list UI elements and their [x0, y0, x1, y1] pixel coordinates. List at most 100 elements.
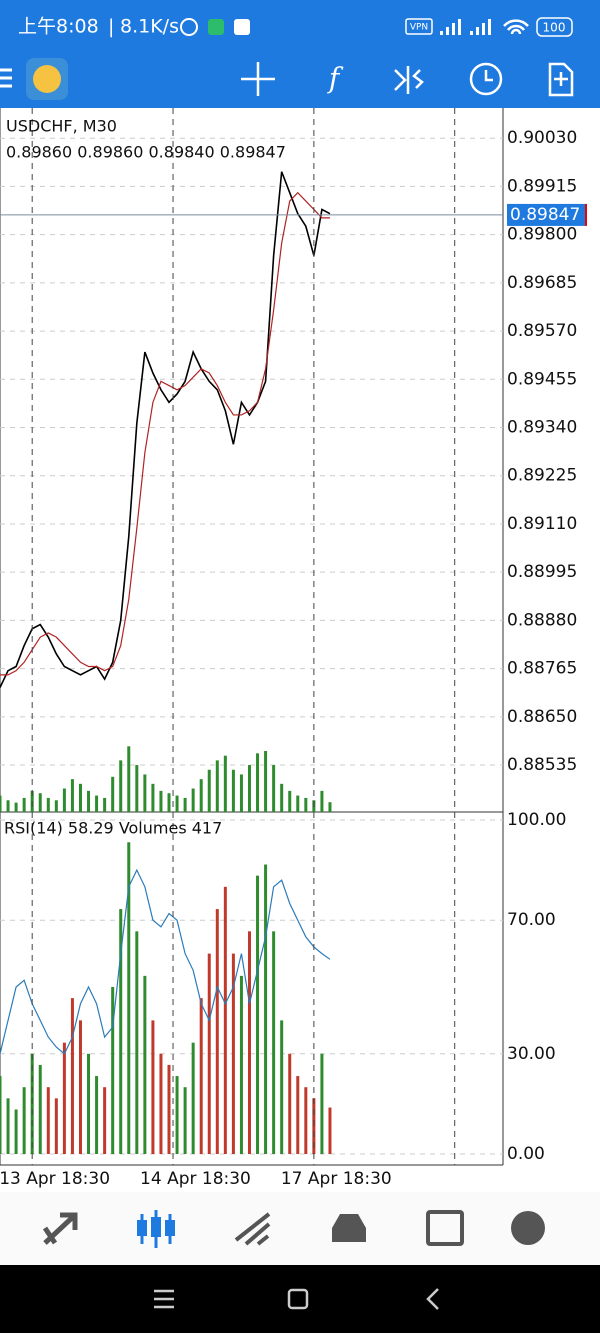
status-sep: |	[108, 16, 114, 38]
rsi-title: RSI(14) 58.29 Volumes 417	[4, 819, 222, 838]
volume-bar	[231, 953, 235, 1154]
volume-bar	[199, 998, 203, 1154]
ohlc-values: 0.89860 0.89860 0.89840 0.89847	[6, 143, 286, 162]
volume-bar	[247, 931, 251, 1154]
volume-bar	[6, 1098, 10, 1154]
volume-bar	[191, 788, 195, 812]
sys-menu[interactable]	[154, 1289, 174, 1309]
vpn-box	[405, 18, 433, 35]
volume-bar	[87, 1053, 91, 1154]
x-tick-label: 14 Apr 18:30	[140, 1169, 251, 1189]
volume-bar	[175, 1076, 179, 1154]
symbol-title: USDCHF, M30	[6, 117, 117, 136]
battery: 100	[543, 21, 566, 35]
nav-chart[interactable]	[151, 1217, 161, 1237]
volume-bar	[95, 1076, 99, 1154]
volume-bar	[38, 793, 42, 812]
y-tick-label: 0.88535	[507, 755, 577, 775]
y-tick-label: 0.89570	[507, 321, 577, 341]
nav-chart[interactable]	[137, 1220, 147, 1236]
volume-bar	[272, 765, 276, 812]
volume-bar	[151, 1020, 155, 1154]
volume-bar	[183, 797, 187, 812]
status-time: 上午8:08	[18, 16, 99, 38]
volume-bar	[159, 1053, 163, 1154]
nav-quotes[interactable]	[42, 1212, 78, 1245]
signal-icon	[440, 19, 491, 35]
volume-bar	[199, 779, 203, 812]
y-tick-label: 0.90030	[507, 128, 577, 148]
volume-bar	[167, 1064, 171, 1154]
clock-icon[interactable]	[469, 62, 503, 96]
volume-bar	[223, 886, 227, 1154]
y-tick-label: 0.89455	[507, 369, 577, 389]
alarm-icon	[180, 18, 198, 36]
battery-box	[536, 17, 573, 37]
nav-trade[interactable]	[234, 1212, 271, 1246]
volume-bar	[151, 783, 155, 812]
series-line	[0, 191, 330, 676]
nav-history[interactable]	[332, 1214, 366, 1242]
last-price-label: 0.89847	[510, 205, 580, 225]
volume-bar	[22, 797, 26, 812]
volume-bar	[62, 1042, 66, 1154]
volume-bar	[223, 755, 227, 812]
series-line	[0, 868, 331, 1055]
y-tick-label: 0.89340	[507, 418, 577, 438]
volume-bar	[54, 800, 58, 812]
volume-bar	[14, 1109, 18, 1154]
y-tick-label: 0.89685	[507, 273, 577, 293]
volume-bar	[207, 769, 211, 812]
volume-bar	[143, 975, 147, 1154]
trade-icon[interactable]	[394, 66, 424, 94]
volume-bar	[207, 953, 211, 1154]
volume-bar	[247, 765, 251, 812]
volume-bar	[22, 1087, 26, 1154]
last-price-edge	[585, 203, 587, 226]
nav-chart[interactable]	[165, 1220, 175, 1236]
nav-chat[interactable]	[511, 1211, 545, 1245]
volume-bar	[127, 746, 131, 812]
y-tick-label: 0.89110	[507, 514, 577, 534]
volume-bar	[14, 802, 18, 812]
volume-bar	[159, 790, 163, 812]
menu-icon[interactable]	[0, 68, 12, 88]
y-tick-label: 30.00	[507, 1044, 556, 1064]
status-speed: 8.1K/s	[120, 16, 179, 38]
bottom-nav	[0, 1192, 600, 1265]
nav-news[interactable]	[426, 1210, 464, 1246]
volume-bar	[288, 790, 292, 812]
volume-bar	[119, 760, 123, 812]
volume-bar	[46, 797, 50, 812]
sys-home[interactable]	[287, 1288, 309, 1310]
y-tick-label: 0.88650	[507, 707, 577, 727]
x-tick-label: 13 Apr 18:30	[0, 1169, 110, 1189]
y-tick-label: 0.89800	[507, 225, 577, 245]
volume-bar	[280, 1020, 284, 1154]
volume-bar	[239, 975, 243, 1154]
volume-bar	[6, 800, 10, 812]
header-bg	[0, 0, 600, 108]
volume-bar	[87, 790, 91, 812]
volume-bar	[191, 1042, 195, 1154]
y-tick-label: 0.88880	[507, 610, 577, 630]
volume-bar	[272, 931, 276, 1154]
volume-bar	[70, 779, 74, 812]
new-order-icon[interactable]	[548, 62, 574, 97]
crosshair-icon[interactable]	[241, 62, 275, 96]
wifi-icon	[503, 19, 529, 35]
volume-bar	[328, 802, 332, 812]
app-icon	[234, 19, 250, 35]
series-line	[0, 171, 331, 688]
volume-bar	[103, 1087, 107, 1154]
system-nav	[0, 1265, 600, 1333]
volume-bar	[62, 788, 66, 812]
volume-bar	[143, 774, 147, 812]
sys-back[interactable]	[426, 1288, 439, 1310]
volume-bar	[280, 783, 284, 812]
volume-bar	[304, 797, 308, 812]
volume-bar	[320, 1053, 324, 1154]
y-tick-label: 0.00	[507, 1144, 545, 1164]
x-tick-label: 17 Apr 18:30	[281, 1169, 392, 1189]
